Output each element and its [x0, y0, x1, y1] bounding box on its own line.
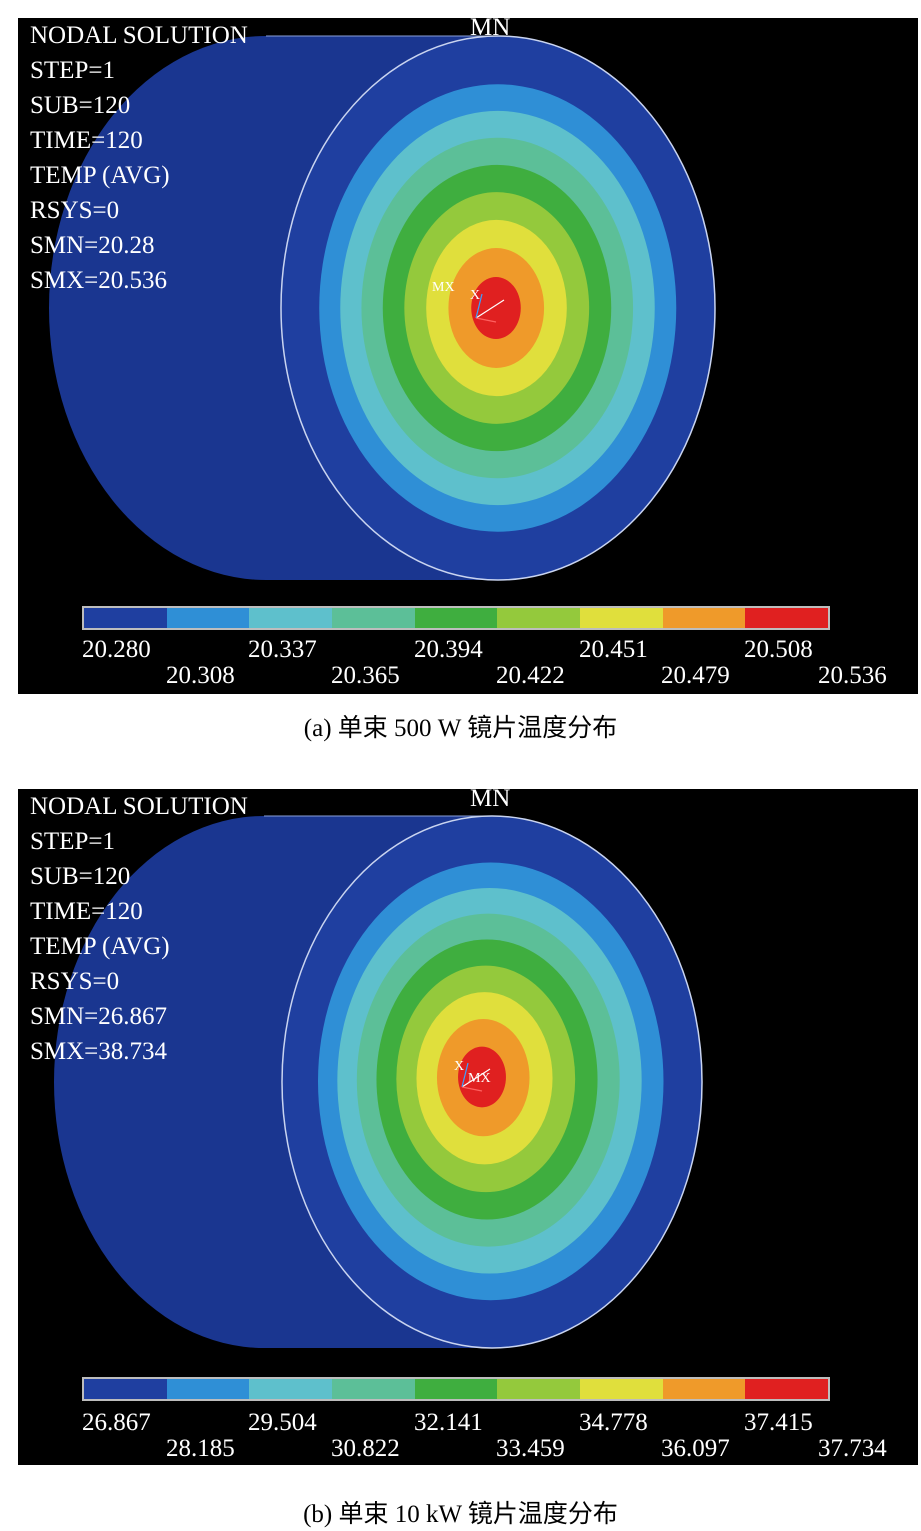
info-temp: TEMP (AVG): [30, 933, 170, 960]
max-node-label: MX: [432, 280, 455, 295]
legend-color-band: [249, 608, 333, 628]
legend-color-band: [580, 1379, 663, 1399]
legend-color-band: [414, 1379, 498, 1399]
legend-color-band: [497, 608, 581, 628]
legend-tick: 20.508: [744, 636, 813, 663]
triad-y-axis: [461, 1062, 469, 1088]
legend-color-band: [497, 1379, 581, 1399]
legend-color-band: [84, 608, 167, 628]
max-node-label: MX: [468, 1071, 491, 1086]
info-time: TIME=120: [30, 127, 143, 154]
info-smn: SMN=20.28: [30, 232, 155, 259]
legend-tick: 20.479: [661, 662, 730, 689]
legend-tick: 20.365: [331, 662, 400, 689]
legend-color-band: [745, 1379, 829, 1399]
legend-tick: 30.822: [331, 1435, 400, 1462]
contour-band: [471, 276, 521, 340]
triad-x-axis: [461, 1068, 491, 1088]
legend-tick: 20.451: [579, 636, 648, 663]
legend-tick: 29.504: [248, 1409, 317, 1436]
info-title: NODAL SOLUTION: [30, 22, 248, 49]
solution-info-b: NODAL SOLUTION STEP=1 SUB=120 TIME=120 T…: [30, 789, 248, 1069]
solution-info-a: NODAL SOLUTION STEP=1 SUB=120 TIME=120 T…: [30, 18, 248, 298]
axis-triad-x-label: X: [454, 1059, 465, 1074]
info-rsys: RSYS=0: [30, 968, 120, 995]
legend-tick: 20.337: [248, 636, 317, 663]
legend-tick: 20.394: [414, 636, 483, 663]
contour-plot-panel-a: NODAL SOLUTION STEP=1 SUB=120 TIME=120 T…: [18, 18, 918, 694]
triad-x-axis: [475, 299, 505, 319]
legend-color-band: [745, 608, 829, 628]
legend-color-band: [84, 1379, 167, 1399]
legend-tick: 33.459: [496, 1435, 565, 1462]
legend-color-band: [580, 608, 663, 628]
info-smn: SMN=26.867: [30, 1003, 168, 1030]
legend-tick: 28.185: [166, 1435, 235, 1462]
legend-color-band: [249, 1379, 333, 1399]
legend-color-band: [332, 608, 415, 628]
min-node-label: MN: [470, 18, 511, 41]
legend-color-band: [662, 608, 746, 628]
legend-color-band: [166, 1379, 250, 1399]
legend-tick: 37.415: [744, 1409, 813, 1436]
info-temp: TEMP (AVG): [30, 162, 170, 189]
info-title: NODAL SOLUTION: [30, 793, 248, 820]
figure-caption-a: (a) 单束 500 W 镜片温度分布: [303, 715, 618, 742]
color-legend-bar-a: [82, 606, 830, 630]
temperature-contour-disk-a: [49, 35, 716, 581]
legend-color-band: [332, 1379, 415, 1399]
legend-tick: 36.097: [661, 1435, 730, 1462]
triad-z-axis: [461, 1086, 483, 1092]
legend-color-band: [662, 1379, 746, 1399]
min-node-label: MN: [470, 789, 511, 812]
info-step: STEP=1: [30, 828, 115, 855]
triad-z-axis: [475, 317, 497, 323]
legend-color-band: [166, 608, 250, 628]
info-smx: SMX=20.536: [30, 267, 168, 294]
info-smx: SMX=38.734: [30, 1038, 168, 1065]
legend-tick: 34.778: [579, 1409, 648, 1436]
info-step: STEP=1: [30, 57, 115, 84]
axis-triad-x-label: X: [470, 288, 481, 303]
legend-tick: 20.536: [818, 662, 887, 689]
contour-plot-panel-b: NODAL SOLUTION STEP=1 SUB=120 TIME=120 T…: [18, 789, 918, 1465]
legend-tick: 32.141: [414, 1409, 483, 1436]
triad-y-axis: [475, 293, 483, 319]
legend-tick: 26.867: [82, 1409, 151, 1436]
info-rsys: RSYS=0: [30, 197, 120, 224]
info-time: TIME=120: [30, 898, 143, 925]
legend-color-band: [414, 608, 498, 628]
temperature-contour-disk-b: [54, 815, 703, 1349]
legend-tick: 37.734: [818, 1435, 887, 1462]
info-sub: SUB=120: [30, 863, 131, 890]
legend-tick: 20.422: [496, 662, 565, 689]
legend-tick: 20.280: [82, 636, 151, 663]
legend-tick: 20.308: [166, 662, 235, 689]
info-sub: SUB=120: [30, 92, 131, 119]
color-legend-bar-b: [82, 1377, 830, 1401]
contour-band: [458, 1046, 506, 1108]
figure-caption-b: (b) 单束 10 kW 镜片温度分布: [303, 1501, 618, 1528]
